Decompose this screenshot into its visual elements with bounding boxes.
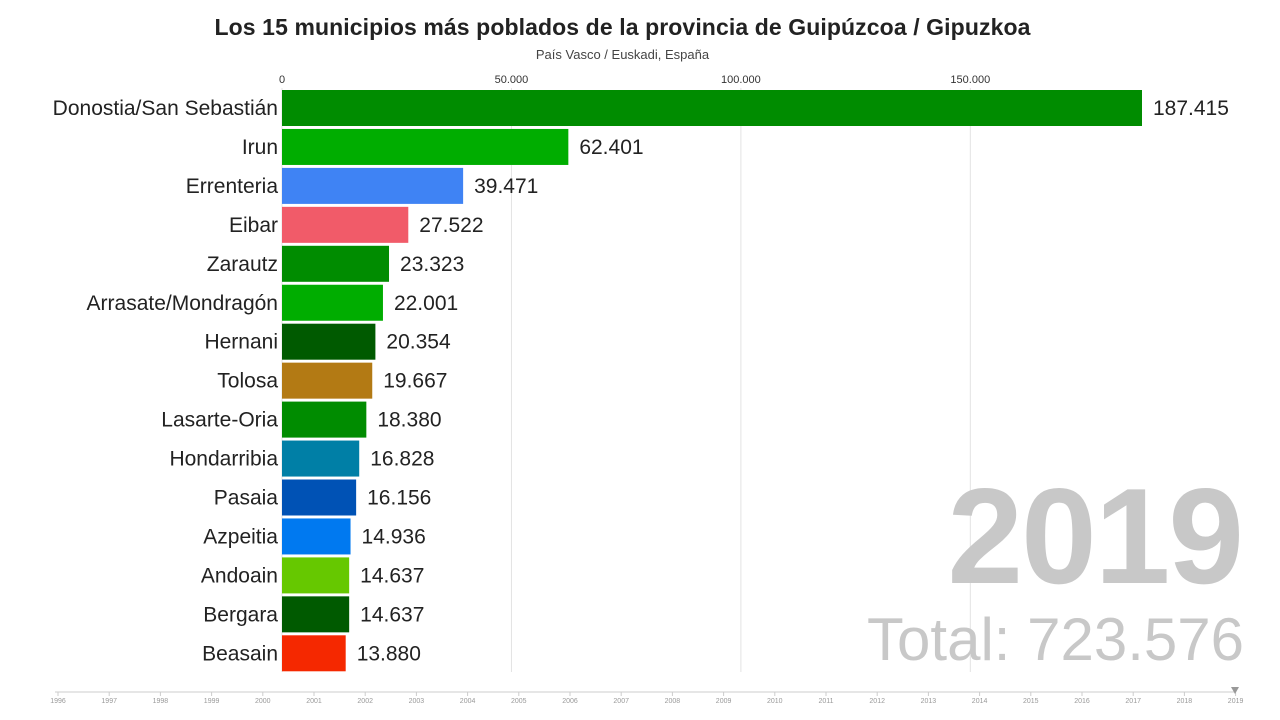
category-label: Andoain bbox=[201, 564, 278, 587]
bar bbox=[282, 128, 569, 165]
x-tick-label: 50.000 bbox=[495, 74, 529, 86]
chart-subtitle: País Vasco / Euskadi, España bbox=[535, 47, 710, 62]
timeline-year-label[interactable]: 2000 bbox=[255, 698, 271, 705]
value-label: 14.936 bbox=[362, 525, 426, 548]
timeline-year-label[interactable]: 2011 bbox=[818, 698, 833, 705]
value-label: 62.401 bbox=[579, 136, 643, 159]
bar bbox=[282, 362, 373, 399]
value-label: 27.522 bbox=[419, 214, 483, 237]
category-label: Tolosa bbox=[217, 370, 278, 393]
timeline-year-label[interactable]: 2012 bbox=[869, 698, 885, 705]
timeline-year-label[interactable]: 2008 bbox=[665, 698, 681, 705]
value-label: 39.471 bbox=[474, 175, 538, 198]
timeline-year-label[interactable]: 2010 bbox=[767, 698, 783, 705]
timeline-year-label[interactable]: 2017 bbox=[1125, 698, 1141, 705]
value-label: 22.001 bbox=[394, 292, 458, 315]
category-label: Beasain bbox=[202, 642, 278, 665]
value-label: 16.828 bbox=[370, 448, 434, 471]
value-label: 19.667 bbox=[383, 370, 447, 393]
category-label: Zarautz bbox=[207, 253, 278, 276]
category-label: Errenteria bbox=[186, 175, 279, 198]
category-label: Pasaia bbox=[214, 487, 279, 510]
timeline-year-label[interactable]: 1997 bbox=[101, 698, 117, 705]
value-label: 14.637 bbox=[360, 564, 424, 587]
timeline-year-label[interactable]: 2006 bbox=[562, 698, 578, 705]
timeline-year-label[interactable]: 2018 bbox=[1177, 698, 1193, 705]
category-label: Irun bbox=[242, 136, 278, 159]
timeline-year-label[interactable]: 1999 bbox=[204, 698, 220, 705]
bar bbox=[282, 440, 360, 477]
timeline-year-label[interactable]: 2013 bbox=[921, 698, 937, 705]
timeline-year-label[interactable]: 2005 bbox=[511, 698, 527, 705]
bar bbox=[282, 90, 1142, 126]
category-label: Azpeitia bbox=[203, 525, 278, 548]
category-label: Hondarribia bbox=[169, 448, 278, 471]
bar bbox=[282, 557, 350, 594]
timeline-year-label[interactable]: 2003 bbox=[409, 698, 425, 705]
timeline-year-label[interactable]: 2019 bbox=[1228, 698, 1244, 705]
category-label: Donostia/San Sebastián bbox=[53, 97, 278, 120]
bar bbox=[282, 401, 367, 438]
value-label: 16.156 bbox=[367, 487, 431, 510]
timeline-year-label[interactable]: 2014 bbox=[972, 698, 988, 705]
bar bbox=[282, 323, 376, 360]
bar bbox=[282, 479, 357, 516]
bar bbox=[282, 596, 350, 633]
x-tick-label: 0 bbox=[279, 74, 285, 86]
timeline-year-label[interactable]: 2001 bbox=[306, 698, 322, 705]
bar bbox=[282, 206, 409, 243]
category-label: Eibar bbox=[229, 214, 278, 237]
timeline-handle-icon[interactable] bbox=[1231, 687, 1239, 694]
value-label: 23.323 bbox=[400, 253, 464, 276]
bar bbox=[282, 635, 346, 672]
value-label: 18.380 bbox=[377, 409, 441, 432]
category-label: Arrasate/Mondragón bbox=[87, 292, 278, 315]
value-label: 187.415 bbox=[1153, 97, 1229, 120]
x-tick-label: 100.000 bbox=[721, 74, 761, 86]
chart-title: Los 15 municipios más poblados de la pro… bbox=[214, 14, 1031, 40]
timeline-year-label[interactable]: 2002 bbox=[357, 698, 373, 705]
timeline-year-label[interactable]: 1998 bbox=[153, 698, 169, 705]
bar bbox=[282, 518, 351, 555]
timeline-year-label[interactable]: 2004 bbox=[460, 698, 476, 705]
category-label: Lasarte-Oria bbox=[161, 409, 278, 432]
value-label: 14.637 bbox=[360, 603, 424, 626]
bar bbox=[282, 167, 464, 204]
current-year-label: 2019 bbox=[947, 460, 1244, 612]
year-timeline[interactable]: 1996 1997 1998 1999 2000 2001 2002 2003 2004 2005… bbox=[50, 687, 1243, 705]
bar bbox=[282, 245, 390, 282]
bar bbox=[282, 284, 383, 321]
timeline-year-label[interactable]: 2009 bbox=[716, 698, 732, 705]
category-label: Hernani bbox=[204, 331, 278, 354]
bars: Donostia/San Sebastián 187.415 Irun 62.401 E… bbox=[53, 90, 1229, 672]
x-axis-ticks: 0 50.000 100.000 150.000 bbox=[279, 74, 990, 86]
timeline-year-label[interactable]: 2015 bbox=[1023, 698, 1039, 705]
timeline-year-label[interactable]: 2016 bbox=[1074, 698, 1090, 705]
category-label: Bergara bbox=[203, 603, 278, 626]
timeline-year-label[interactable]: 2007 bbox=[613, 698, 629, 705]
value-label: 13.880 bbox=[357, 642, 421, 665]
value-label: 20.354 bbox=[386, 331, 451, 354]
timeline-year-label[interactable]: 1996 bbox=[50, 698, 66, 705]
x-tick-label: 150.000 bbox=[950, 74, 990, 86]
total-population-label: Total: 723.576 bbox=[867, 606, 1244, 673]
